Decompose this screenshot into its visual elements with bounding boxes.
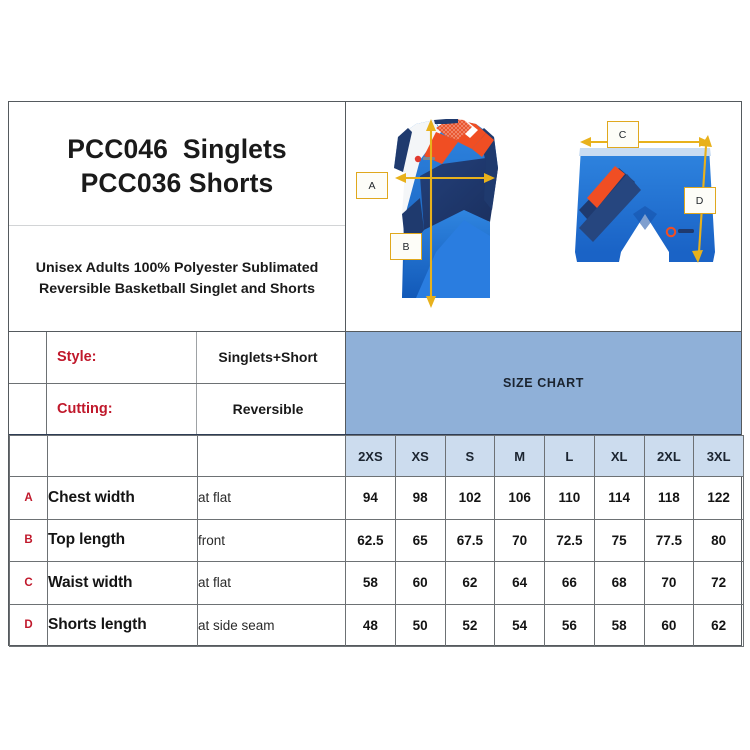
cell-waist-l: 66 bbox=[544, 561, 595, 605]
spec-value-cutting: Reversible bbox=[232, 400, 304, 417]
cell-shortlen-2xl: 60 bbox=[643, 603, 695, 647]
callout-shorts-d-label: D bbox=[695, 194, 704, 207]
cell-toplen-2xl: 77.5 bbox=[643, 518, 695, 562]
callout-shorts-d: D bbox=[683, 187, 716, 214]
callout-shorts-c-label: C bbox=[618, 128, 627, 141]
header-blank-note bbox=[197, 435, 346, 477]
spec-stack: Style: Singlets+Short Cutting: Reversibl… bbox=[9, 332, 346, 434]
size-header-xs: XS bbox=[394, 435, 446, 477]
row-name-chest-width: Chest width bbox=[47, 476, 198, 520]
cell-toplen-l: 72.5 bbox=[544, 518, 595, 562]
cell-shortlen-3xl: 62 bbox=[693, 603, 744, 647]
spec-row-cutting: Cutting: Reversible bbox=[9, 383, 345, 434]
cell-waist-2xs: 58 bbox=[345, 561, 396, 605]
cell-toplen-s: 67.5 bbox=[444, 518, 496, 562]
cell-chest-3xl: 122 bbox=[693, 476, 744, 520]
product-title-line-2: PCC036 Shorts bbox=[80, 167, 274, 198]
shorts-photo-cell: C D bbox=[544, 102, 742, 331]
singlet-photo-cell: A B bbox=[346, 102, 544, 331]
size-header-xl: XL bbox=[593, 435, 645, 477]
row-note-waist-width: at flat bbox=[197, 561, 346, 605]
table-row: D Shorts length at side seam 48 50 52 54… bbox=[9, 603, 744, 647]
cell-waist-xl: 68 bbox=[593, 561, 645, 605]
row-index-d: D bbox=[9, 603, 48, 647]
cell-shortlen-l: 56 bbox=[544, 603, 595, 647]
spec-value-style: Singlets+Short bbox=[218, 349, 318, 366]
spec-row-style: Style: Singlets+Short bbox=[9, 332, 345, 384]
spec-key-style: Style: bbox=[47, 332, 197, 383]
cell-chest-m: 106 bbox=[494, 476, 545, 520]
size-header-s: S bbox=[444, 435, 496, 477]
header-blank-name bbox=[47, 435, 198, 477]
size-chart-banner-label: SIZE CHART bbox=[503, 376, 584, 390]
spec-index-blank bbox=[9, 383, 47, 434]
size-header-row: 2XS XS S M L XL 2XL 3XL bbox=[9, 435, 744, 477]
spec-index-blank bbox=[9, 332, 47, 383]
cell-waist-xs: 60 bbox=[394, 561, 446, 605]
row-name-shorts-length: Shorts length bbox=[47, 603, 198, 647]
product-description-line-1: Unisex Adults 100% Polyester Sublimated bbox=[35, 259, 319, 276]
cell-waist-2xl: 70 bbox=[643, 561, 695, 605]
size-chart-sheet: PCC046 Singlets PCC036 Shorts Unisex Adu… bbox=[8, 101, 744, 647]
singlet-illustration bbox=[394, 119, 498, 308]
cell-chest-xs: 98 bbox=[394, 476, 446, 520]
callout-singlet-a-label: A bbox=[368, 179, 376, 192]
callout-singlet-a: A bbox=[356, 172, 388, 199]
cell-shortlen-s: 52 bbox=[444, 603, 496, 647]
row-name-top-length: Top length bbox=[47, 518, 198, 562]
row-index-a: A bbox=[9, 476, 48, 520]
spec-and-banner-section: Style: Singlets+Short Cutting: Reversibl… bbox=[9, 331, 741, 434]
size-chart-banner: SIZE CHART bbox=[346, 332, 741, 434]
product-description-line-2: Reversible Basketball Singlet and Shorts bbox=[39, 280, 315, 297]
cell-waist-m: 64 bbox=[494, 561, 545, 605]
row-index-b: B bbox=[9, 518, 48, 562]
cell-toplen-2xs: 62.5 bbox=[345, 518, 396, 562]
size-header-3xl: 3XL bbox=[693, 435, 744, 477]
header-blank-index bbox=[9, 435, 48, 477]
cell-shortlen-xl: 58 bbox=[593, 603, 645, 647]
product-title: PCC046 Singlets PCC036 Shorts bbox=[9, 102, 345, 226]
row-name-waist-width: Waist width bbox=[47, 561, 198, 605]
product-description: Unisex Adults 100% Polyester Sublimated … bbox=[9, 226, 345, 331]
size-header-m: M bbox=[494, 435, 545, 477]
size-table-wrapper: 2XS XS S M L XL 2XL 3XL A Chest width at bbox=[9, 434, 744, 647]
table-row: A Chest width at flat 94 98 102 106 110 … bbox=[9, 476, 744, 520]
size-header-2xs: 2XS bbox=[345, 435, 396, 477]
cell-chest-2xl: 118 bbox=[643, 476, 695, 520]
row-note-shorts-length: at side seam bbox=[197, 603, 346, 647]
row-note-top-length: front bbox=[197, 518, 346, 562]
cell-shortlen-xs: 50 bbox=[394, 603, 446, 647]
row-note-chest-width: at flat bbox=[197, 476, 346, 520]
top-section: PCC046 Singlets PCC036 Shorts Unisex Adu… bbox=[9, 102, 741, 331]
product-photos: A B bbox=[346, 102, 741, 331]
title-block: PCC046 Singlets PCC036 Shorts Unisex Adu… bbox=[9, 102, 346, 331]
cell-waist-3xl: 72 bbox=[693, 561, 744, 605]
cell-toplen-3xl: 80 bbox=[693, 518, 744, 562]
table-row: B Top length front 62.5 65 67.5 70 72.5 … bbox=[9, 518, 744, 562]
cell-shortlen-m: 54 bbox=[494, 603, 545, 647]
cell-toplen-xs: 65 bbox=[394, 518, 446, 562]
size-header-2xl: 2XL bbox=[643, 435, 695, 477]
cell-toplen-m: 70 bbox=[494, 518, 545, 562]
spec-key-cutting: Cutting: bbox=[47, 383, 197, 434]
product-title-line-1: PCC046 Singlets bbox=[67, 133, 287, 164]
cell-chest-2xs: 94 bbox=[345, 476, 396, 520]
cell-waist-s: 62 bbox=[444, 561, 496, 605]
cell-chest-s: 102 bbox=[444, 476, 496, 520]
cell-shortlen-2xs: 48 bbox=[345, 603, 396, 647]
table-row: C Waist width at flat 58 60 62 64 66 68 … bbox=[9, 561, 744, 605]
shorts-illustration bbox=[574, 135, 715, 263]
size-header-l: L bbox=[544, 435, 595, 477]
size-table: 2XS XS S M L XL 2XL 3XL A Chest width at bbox=[9, 435, 744, 647]
cell-chest-xl: 114 bbox=[593, 476, 645, 520]
cell-chest-l: 110 bbox=[544, 476, 595, 520]
callout-singlet-b-label: B bbox=[402, 240, 410, 253]
callout-shorts-c: C bbox=[606, 121, 639, 148]
row-index-c: C bbox=[9, 561, 48, 605]
cell-toplen-xl: 75 bbox=[593, 518, 645, 562]
callout-singlet-b: B bbox=[390, 233, 422, 260]
